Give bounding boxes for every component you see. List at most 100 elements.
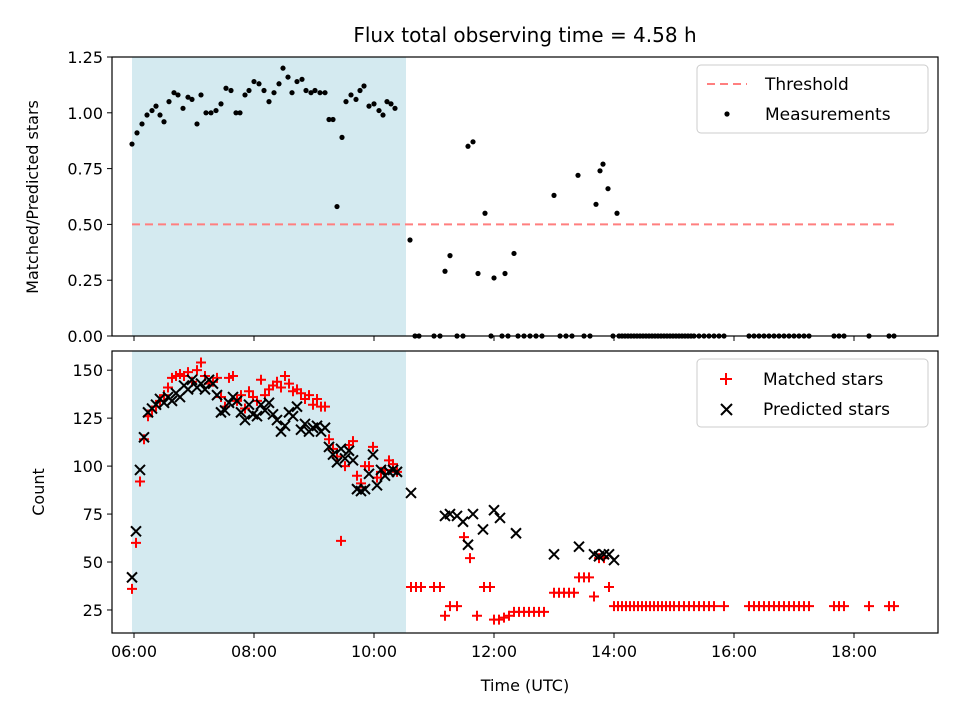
predicted-star-point [271, 414, 283, 426]
measurement-point [134, 130, 140, 136]
y-tick-label: 1.00 [67, 104, 103, 123]
matched-star-point [272, 376, 282, 387]
matched-star-point [472, 610, 482, 621]
measurement-point [348, 92, 354, 98]
matched-star-point [804, 601, 814, 612]
predicted-star-point [126, 571, 138, 584]
matched-star-point [324, 434, 334, 445]
matched-star-point [192, 365, 202, 376]
y-ticks-bottom: 25 50 75 100 125 150 [72, 361, 112, 620]
matched-star-point [127, 583, 137, 594]
matched-star-point [709, 601, 719, 612]
measurement-point [149, 107, 155, 114]
measurement-point [161, 119, 167, 125]
matched-star-point [435, 581, 445, 592]
measurement-point [303, 87, 309, 94]
predicted-star-point [166, 395, 178, 407]
legend-predicted-label: Predicted stars [763, 400, 890, 420]
predicted-star-point [598, 548, 610, 561]
predicted-star-point [138, 431, 150, 444]
matched-star-point [485, 581, 495, 592]
y-tick-label: 0.25 [67, 271, 103, 290]
measurement-point [129, 141, 135, 147]
measurement-point [256, 81, 262, 87]
x-tick-label: 08:00 [231, 642, 277, 661]
predicted-star-point [267, 408, 279, 421]
matched-star-point [348, 436, 358, 447]
predicted-star-point [608, 554, 620, 566]
observing-window-shade [132, 57, 406, 336]
predicted-star-point [182, 383, 194, 396]
y-tick-label: 150 [72, 361, 103, 380]
legend-measurements-label: Measurements [765, 105, 891, 125]
predicted-star-point [371, 479, 383, 491]
measurement-point [198, 92, 204, 98]
measurement-point [376, 107, 382, 114]
predicted-star-point [195, 377, 207, 390]
x-tick-label: 12:00 [471, 642, 517, 661]
axes-frame-bottom [111, 350, 939, 634]
matched-star-point [135, 476, 145, 487]
measurement-point [180, 105, 186, 111]
x-tick-label: 06:00 [111, 642, 157, 661]
measurement-point [280, 65, 286, 71]
y-tick-label: 25 [83, 601, 103, 620]
predicted-star-point [548, 548, 560, 561]
measurement-point [246, 87, 252, 94]
matched-star-point [244, 386, 254, 397]
measurement-point [166, 99, 172, 105]
legend-matched-label: Matched stars [763, 370, 883, 390]
measurement-point [361, 83, 367, 89]
y-tick-label: 0.50 [67, 215, 103, 234]
predicted-star-point [263, 397, 275, 409]
y-ticks-top: 0.00 0.25 0.50 0.75 1.00 1.25 [67, 48, 112, 346]
y-axis-label-bottom: Count [29, 468, 48, 516]
y-tick-label: 125 [72, 409, 103, 428]
measurement-point [491, 275, 497, 281]
measurement-point [442, 268, 448, 274]
matched-star-point [889, 601, 899, 612]
measurement-point [597, 168, 603, 174]
matched-star-point [236, 390, 246, 401]
predicted-star-point [367, 448, 379, 461]
predicted-star-point [231, 395, 243, 407]
measurement-point [614, 210, 620, 216]
predicted-star-point [359, 483, 371, 495]
matched-star-point [584, 572, 594, 583]
measurement-point [600, 161, 606, 167]
measurement-point [289, 90, 295, 96]
predicted-star-point [462, 539, 474, 551]
panel-ratio: 0.00 0.25 0.50 0.75 1.00 1.25 Matched/Predict… [23, 48, 939, 346]
x-ticks-bottom: 06:00 08:00 10:00 12:00 14:00 16:00 18:00 [111, 633, 877, 661]
matched-star-point [280, 370, 290, 381]
matched-star-point [539, 606, 549, 617]
predicted-star-point [477, 523, 489, 536]
measurement-point [144, 112, 150, 118]
matched-star-point [312, 393, 322, 404]
predicted-star-point [243, 399, 255, 411]
measurement-point [266, 99, 272, 105]
matched-star-point [131, 537, 141, 548]
measurement-point [171, 90, 177, 96]
matched-star-point [465, 553, 475, 564]
measurement-point [380, 112, 386, 118]
measurement-point [366, 103, 372, 109]
matched-star-point [336, 535, 346, 546]
y-tick-label: 75 [83, 505, 103, 524]
predicted-star-point [275, 425, 287, 438]
matched-star-point [320, 401, 330, 412]
predicted-star-point [319, 422, 331, 434]
measurement-point [312, 87, 318, 94]
measurement-point [407, 237, 413, 243]
y-tick-label: 0.75 [67, 160, 103, 179]
measurement-point [465, 143, 471, 149]
predicted-star-point [331, 456, 343, 468]
matched-star-point [499, 612, 509, 623]
matched-star-point [416, 581, 426, 592]
matched-star-point [839, 601, 849, 612]
predicted-star-point [347, 454, 359, 467]
predicted-star-point [207, 377, 219, 390]
predicted-star-point [211, 389, 223, 401]
measurement-point [482, 210, 488, 216]
